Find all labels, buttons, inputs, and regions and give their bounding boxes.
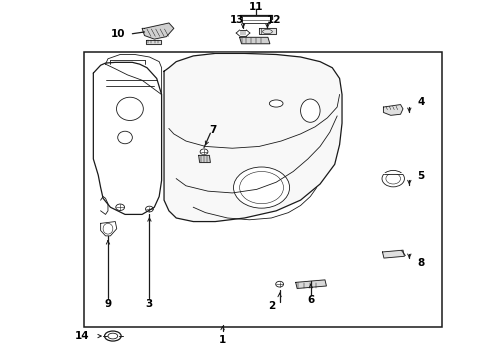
Polygon shape	[93, 62, 161, 215]
Ellipse shape	[118, 131, 132, 144]
Ellipse shape	[385, 173, 400, 184]
Text: 9: 9	[104, 299, 111, 309]
Polygon shape	[105, 54, 161, 95]
Ellipse shape	[116, 204, 124, 211]
Text: 13: 13	[229, 15, 244, 25]
Text: 14: 14	[75, 331, 90, 341]
Polygon shape	[146, 40, 160, 44]
Text: 3: 3	[145, 299, 153, 309]
Ellipse shape	[104, 331, 121, 341]
Text: 8: 8	[417, 258, 424, 268]
Polygon shape	[198, 156, 210, 162]
Polygon shape	[382, 250, 404, 258]
Text: 11: 11	[248, 2, 263, 12]
Ellipse shape	[108, 333, 118, 339]
Ellipse shape	[300, 99, 320, 122]
Ellipse shape	[381, 170, 404, 187]
Ellipse shape	[233, 167, 289, 208]
Polygon shape	[295, 280, 326, 288]
Bar	[241, 16, 269, 23]
Text: 10: 10	[110, 29, 125, 39]
Polygon shape	[239, 37, 269, 44]
Text: 4: 4	[416, 97, 424, 107]
Ellipse shape	[145, 206, 153, 212]
Polygon shape	[142, 23, 173, 39]
Polygon shape	[259, 28, 276, 35]
Text: 1: 1	[219, 335, 226, 345]
Ellipse shape	[269, 100, 283, 107]
Text: 7: 7	[209, 125, 216, 135]
Ellipse shape	[200, 149, 207, 155]
Ellipse shape	[116, 97, 143, 121]
Text: 2: 2	[267, 301, 274, 311]
Bar	[83, 51, 441, 327]
Text: 6: 6	[306, 295, 314, 305]
Polygon shape	[383, 104, 402, 115]
Polygon shape	[163, 53, 341, 221]
Text: 12: 12	[266, 15, 281, 25]
Text: 5: 5	[417, 171, 424, 181]
Ellipse shape	[275, 281, 283, 287]
